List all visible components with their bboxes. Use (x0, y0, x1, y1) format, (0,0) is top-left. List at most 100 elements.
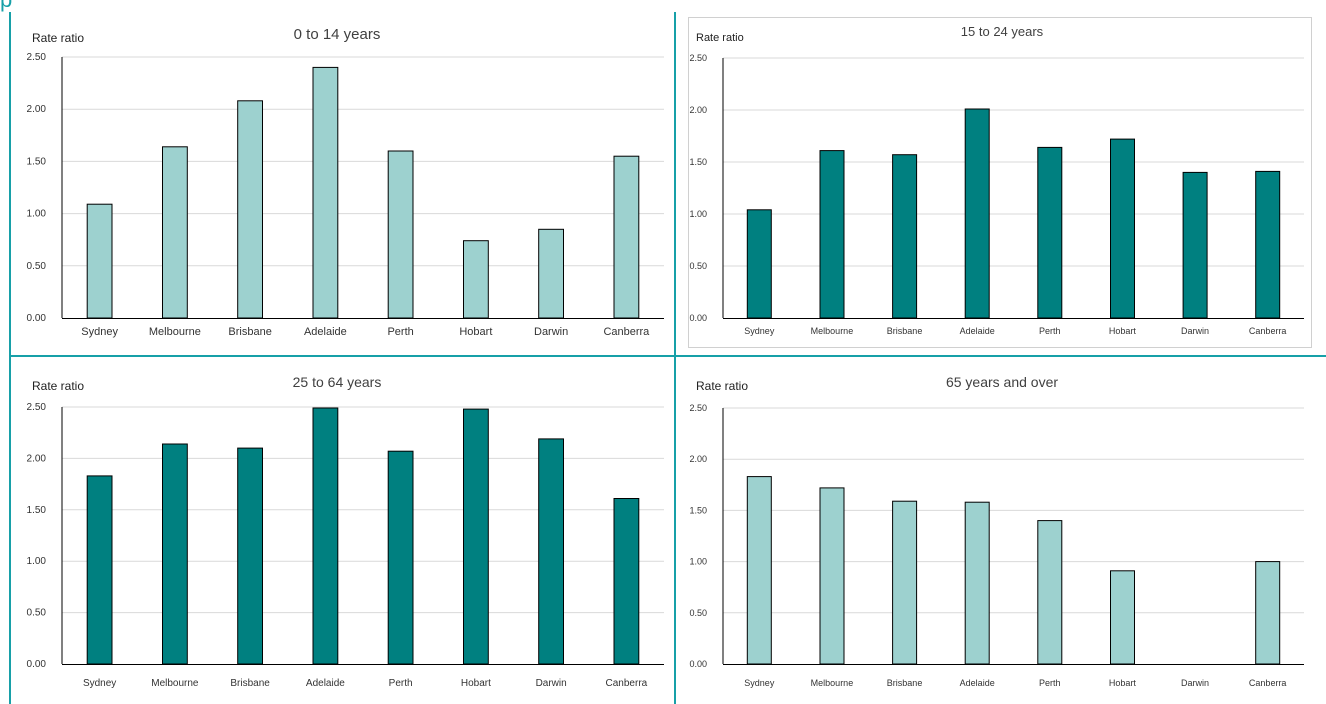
y-tick-label: 1.00 (689, 209, 707, 219)
x-tick-label-adelaide: Adelaide (304, 326, 347, 338)
y-tick-label: 1.00 (689, 557, 707, 567)
bar-sydney (86, 475, 113, 665)
y-tick-label: 2.50 (689, 53, 707, 63)
chart-title: 25 to 64 years (293, 374, 382, 390)
y-axis-label: Rate ratio (696, 379, 748, 393)
bar-darwin (1182, 171, 1208, 319)
chart-panel-15-to-24: 0.00 0.50 1.00 1.50 2.00 2.50 Sydney Melbourne B… (676, 12, 1326, 355)
x-tick-label-adelaide: Adelaide (306, 678, 345, 689)
bar-darwin (538, 438, 565, 665)
y-tick-label: 2.50 (27, 52, 47, 63)
x-tick-label-melbourne: Melbourne (811, 678, 854, 688)
x-tick-label-darwin: Darwin (1181, 326, 1209, 336)
x-tick-label-canberra: Canberra (1249, 678, 1287, 688)
x-tick-label-sydney: Sydney (83, 678, 116, 689)
bar-adelaide (312, 407, 339, 665)
y-tick-label: 0.50 (689, 261, 707, 271)
y-tick-label: 0.00 (689, 313, 707, 323)
x-tick-label-brisbane: Brisbane (228, 326, 271, 338)
x-tick-label-hobart: Hobart (1109, 678, 1137, 688)
horizontal-divider (9, 355, 1326, 357)
y-tick-label: 0.50 (27, 261, 47, 272)
y-tick-label: 0.00 (27, 313, 47, 324)
panel-grid-frame (9, 12, 1326, 704)
y-tick-label: 2.00 (689, 454, 707, 464)
chart-svg: 0.00 0.50 1.00 1.50 2.00 2.50 Sydney Melbourne B… (689, 374, 1304, 688)
y-tick-label: 2.00 (27, 104, 47, 115)
y-tick-label: 0.00 (27, 659, 47, 670)
bar-melbourne (819, 487, 845, 665)
chart-title: 65 years and over (946, 374, 1058, 390)
x-tick-label-sydney: Sydney (744, 326, 775, 336)
chart-svg: 0.00 0.50 1.00 1.50 2.00 2.50 Sydney Melbourne B… (27, 374, 664, 689)
bar-melbourne (819, 150, 845, 319)
x-tick-label-canberra: Canberra (603, 326, 650, 338)
y-tick-label: 2.00 (27, 453, 47, 464)
x-tick-label-canberra: Canberra (606, 678, 648, 689)
bar-hobart (1110, 138, 1135, 319)
bar-adelaide (312, 66, 339, 319)
chart-frame (688, 17, 1312, 348)
chart-panel-65-and-over: 0.00 0.50 1.00 1.50 2.00 2.50 Sydney Melbourne B… (676, 357, 1326, 704)
bar-adelaide (964, 108, 990, 319)
chart-svg: 0.00 0.50 1.00 1.50 2.00 2.50 Sydney Melbourne B… (27, 26, 664, 338)
y-axis-label: Rate ratio (32, 379, 84, 393)
x-tick-label-hobart: Hobart (1109, 326, 1137, 336)
bar-brisbane (892, 154, 918, 319)
x-tick-label-perth: Perth (1039, 326, 1061, 336)
page-header-text: p (0, 0, 12, 12)
x-tick-label-adelaide: Adelaide (960, 678, 995, 688)
x-tick-label-perth: Perth (1039, 678, 1061, 688)
bar-melbourne (162, 146, 188, 319)
y-tick-label: 1.00 (27, 209, 47, 220)
x-tick-label-perth: Perth (389, 678, 413, 689)
bar-sydney (746, 209, 772, 319)
y-axis-label: Rate ratio (32, 31, 84, 45)
bar-hobart (463, 240, 489, 319)
bar-perth (1037, 520, 1063, 665)
y-tick-label: 0.50 (27, 608, 47, 619)
y-tick-label: 0.50 (689, 608, 707, 618)
bar-darwin (538, 228, 565, 319)
bar-perth (387, 450, 414, 665)
chart-title: 15 to 24 years (961, 24, 1044, 39)
bar-hobart (463, 408, 489, 665)
y-tick-label: 1.50 (689, 505, 707, 515)
bar-perth (1037, 146, 1063, 319)
y-tick-label: 0.00 (689, 659, 707, 669)
page-header: p (0, 0, 1326, 12)
y-tick-label: 1.50 (689, 157, 707, 167)
x-tick-label-darwin: Darwin (1181, 678, 1209, 688)
bar-sydney (746, 476, 772, 665)
x-tick-label-melbourne: Melbourne (151, 678, 199, 689)
x-tick-label-adelaide: Adelaide (960, 326, 995, 336)
x-tick-label-sydney: Sydney (744, 678, 775, 688)
x-tick-label-brisbane: Brisbane (887, 678, 923, 688)
bar-brisbane (892, 500, 918, 665)
vertical-divider (674, 12, 676, 704)
bar-canberra (1255, 170, 1281, 319)
bar-brisbane (237, 447, 263, 665)
x-tick-label-brisbane: Brisbane (887, 326, 923, 336)
x-tick-label-melbourne: Melbourne (149, 326, 201, 338)
bar-melbourne (162, 443, 188, 665)
chart-svg: 0.00 0.50 1.00 1.50 2.00 2.50 Sydney Melbourne B… (689, 24, 1304, 336)
bar-perth (387, 150, 414, 319)
x-tick-label-sydney: Sydney (81, 326, 118, 338)
x-tick-label-perth: Perth (387, 326, 413, 338)
x-tick-label-hobart: Hobart (459, 326, 492, 338)
chart-panel-25-to-64: 0.00 0.50 1.00 1.50 2.00 2.50 Sydney Melbourne B… (11, 357, 674, 704)
x-tick-label-hobart: Hobart (461, 678, 491, 689)
bar-canberra (613, 498, 640, 665)
y-tick-label: 1.50 (27, 505, 47, 516)
bar-brisbane (237, 100, 263, 319)
y-tick-label: 2.50 (27, 402, 47, 413)
x-tick-label-brisbane: Brisbane (230, 678, 270, 689)
bar-sydney (86, 203, 113, 319)
y-tick-label: 2.00 (689, 105, 707, 115)
bar-canberra (1255, 561, 1281, 665)
bar-canberra (613, 155, 640, 319)
bar-hobart (1110, 570, 1135, 665)
x-tick-label-darwin: Darwin (534, 326, 568, 338)
y-tick-label: 2.50 (689, 403, 707, 413)
